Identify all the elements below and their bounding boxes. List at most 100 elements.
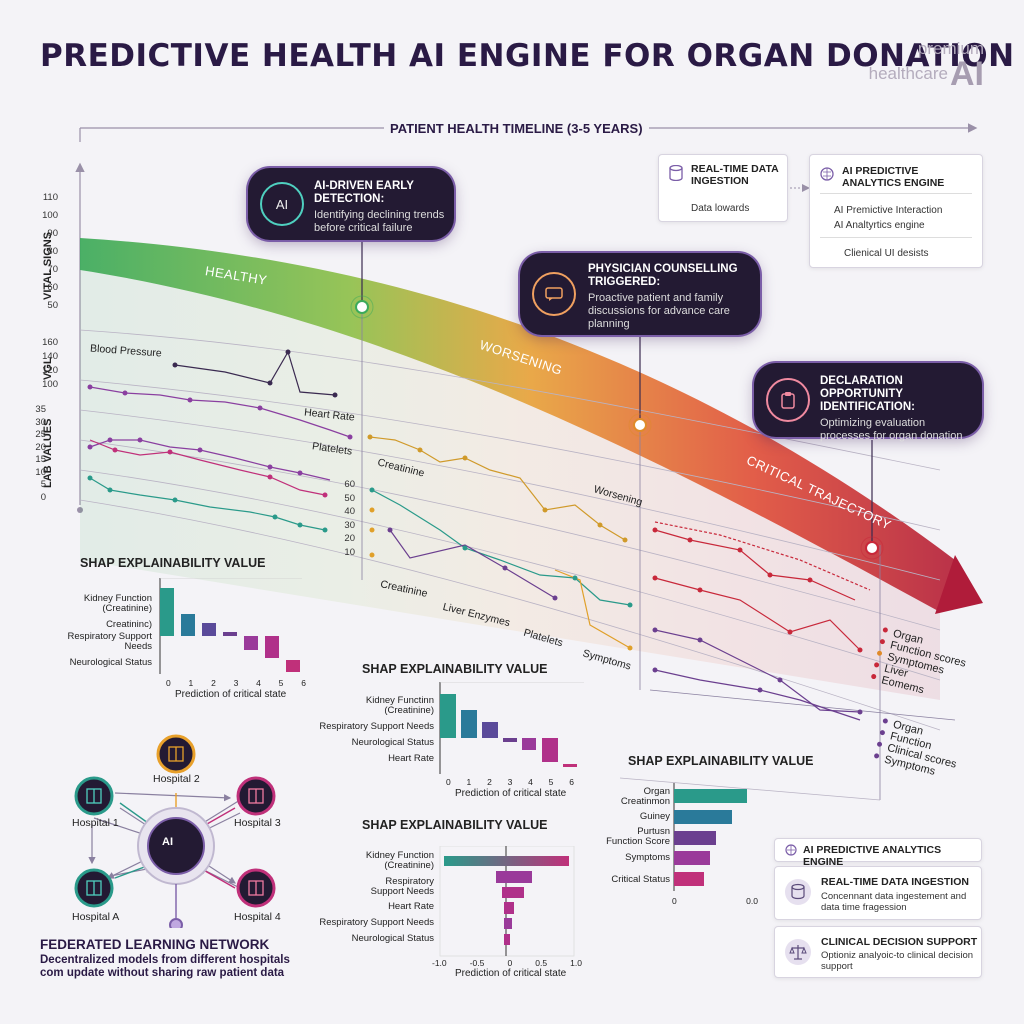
tick: 100 [42,379,58,390]
tick: 10 [344,546,355,558]
shap1-bar [286,660,300,672]
tick: 20 [35,441,46,453]
card-item: AI Premictive Interaction [834,205,943,216]
shap4-label: Symptoms [625,852,670,863]
callout-declaration: DECLARATION OPPORTUNITY IDENTIFICATION: … [754,363,982,442]
federated-desc-line1: Decentralized models from different hosp… [40,954,290,966]
shap3-bar [444,856,569,866]
shap2-label: Kidney Functinn (Creatinine) [365,695,434,716]
tick: 0 [40,491,46,503]
shap4-bar [674,810,732,824]
shap3-bar [504,902,514,914]
card-bottom-ingestion: REAL-TIME DATA INGESTION Concennant data… [774,866,982,920]
callout-title: AI-DRIVEN EARLY DETECTION: [314,180,414,205]
shap3-xticks: -1.0 -0.5 0 0.5 1.0 [432,958,582,968]
tick: 50 [47,300,58,311]
shap1-bar [265,636,279,658]
shap2-xlabel: Prediction of critical state [455,788,567,799]
timeline-label: PATIENT HEALTH TIMELINE (3-5 YEARS) [384,121,649,136]
shap3-bar [502,887,524,898]
lab-ticks: 35 30 25 20 15 10 5 0 [18,404,46,504]
hospital-label: Hospital 2 [153,773,200,785]
series-right-red [654,529,856,601]
federated-network-diagram [74,734,276,928]
shap1-xlabel: Prediction of critical state [175,689,287,700]
shap1-labels: Kidney Function (Creatinine) Creatininc)… [60,594,152,670]
marker-early [355,300,369,314]
card-predictive-engine: AI PREDICTIVE ANALYTICS ENGINE AI Premic… [809,154,983,268]
tick: 100 [42,210,58,221]
shap1-title: SHAP EXPLAINABILITY VALUE [80,556,266,570]
database-icon [785,879,811,905]
series-mid-teal [371,489,631,606]
shap2-bar [440,694,456,738]
series-lab-teal [89,477,326,531]
chat-icon [532,272,576,316]
series-right-purple [654,629,861,713]
tick: 10 [35,466,46,478]
shap3-plot [439,846,575,957]
brand-logo: premium healthcareAI [869,40,984,91]
vital-ticks: 110 100 90 80 70 60 50 [30,192,58,318]
shap3-bar [504,918,512,929]
shap4-label: Organ Creatinmon [620,786,670,807]
tick: 25 [35,429,46,440]
hospital-label: Hospital 4 [234,911,281,923]
tick: 5 [40,479,46,490]
shap2-label: Neurological Status [351,737,434,748]
callout-desc: Optimizing evaluation processes for orga… [820,417,963,442]
tick: 60 [47,282,58,293]
shap4-plot [673,783,747,891]
shap3-label: Neurological Status [351,933,434,944]
tick: 50 [344,492,355,504]
series-mid-orange [554,569,631,649]
callout-desc: Identifying declining trends before crit… [314,209,445,234]
card-real-time-ingestion: REAL-TIME DATA INGESTION Data lowards [658,154,788,222]
card-title: CLINICAL DECISION SUPPORT [821,936,978,948]
tick: 90 [47,228,58,239]
shap4-bar [674,789,747,803]
shap3-label: Kidney Function (Creatinine) [365,850,434,871]
shap1-bar [202,623,216,636]
shap1-bar [160,588,174,636]
shap1-bar [244,636,258,650]
shap4-label: Guiney [639,811,670,822]
card-bottom-engine: AI PREDICTIVE ANALYTICS ENGINE [774,838,982,868]
tick: 20 [344,533,355,544]
scales-icon [785,939,811,965]
shap2-labels: Kidney Functinn (Creatinine) Respiratory… [300,696,434,766]
tick: 40 [344,506,355,517]
tick: 30 [35,416,46,428]
brand-ai: AI [950,55,984,93]
tick: 160 [42,337,58,348]
shap3-labels: Kidney Function (Creatinine) Respiratory… [300,851,434,946]
tick: 15 [35,454,46,465]
card-desc: Concennant data ingestement and data tim… [821,891,967,913]
shap1-label: Respiratory Support Needs [67,631,152,652]
federated-desc: Decentralized models from different hosp… [40,954,290,980]
brain-icon [820,167,834,181]
series-creatinine [369,436,626,541]
shap2-label: Heart Rate [388,753,434,764]
callout-title: PHYSICIAN COUNSELLING TRIGGERED: [588,263,738,288]
tick: 70 [47,264,58,275]
brand-line1: premium [917,39,984,58]
card-body: Data lowards [691,203,750,214]
shap4-label: Purtusn Function Score [606,826,670,847]
trajectory-band [80,238,980,612]
shap3-bar [504,934,510,945]
federated-desc-line2: com update without sharing raw patient d… [40,967,285,979]
shap2-title: SHAP EXPLAINABILITY VALUE [362,662,548,676]
shap1-label: Creatininc) [106,619,152,630]
callout-desc: Proactive patient and family discussions… [588,292,730,330]
series-heart-rate [89,386,351,438]
card-item: Clienical UI desists [844,248,929,259]
tick: 110 [42,192,58,203]
series-blood-pressure [174,350,336,396]
tick: 30 [344,519,355,531]
card-title: REAL-TIME DATA INGESTION [821,876,969,888]
shap2-bar [461,710,477,738]
